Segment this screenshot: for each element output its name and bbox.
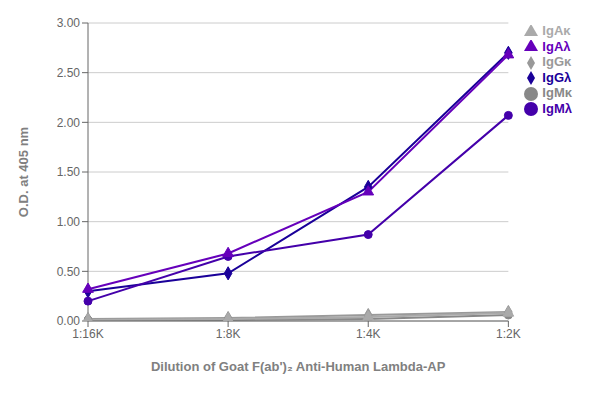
svg-text:0.50: 0.50 xyxy=(57,265,81,279)
svg-text:1:16K: 1:16K xyxy=(72,327,103,341)
svg-text:1:8K: 1:8K xyxy=(216,327,241,341)
html-text:IgAκ: IgAκ xyxy=(542,23,571,38)
svg-text:2.00: 2.00 xyxy=(57,116,81,130)
svg-text:1:4K: 1:4K xyxy=(356,327,381,341)
svg-text:1.50: 1.50 xyxy=(57,165,81,179)
svg-text:1:2K: 1:2K xyxy=(496,327,521,341)
html-text:IgGλ: IgGλ xyxy=(542,69,572,85)
html-text:IgMκ: IgMκ xyxy=(542,85,572,101)
html-text:IgMλ: IgMλ xyxy=(542,100,572,116)
svg-text:0.00: 0.00 xyxy=(57,314,81,328)
svg-text:O.D. at 405 nm: O.D. at 405 nm xyxy=(16,127,31,217)
svg-text:Dilution of Goat F(ab')₂ Anti-: Dilution of Goat F(ab')₂ Anti-Human Lamb… xyxy=(151,359,446,374)
svg-text:1.00: 1.00 xyxy=(57,215,81,229)
svg-text:2.50: 2.50 xyxy=(57,66,81,80)
html-text:IgGκ: IgGκ xyxy=(542,54,572,70)
svg-text:3.00: 3.00 xyxy=(57,16,81,30)
html-text:IgAλ: IgAλ xyxy=(542,38,571,54)
